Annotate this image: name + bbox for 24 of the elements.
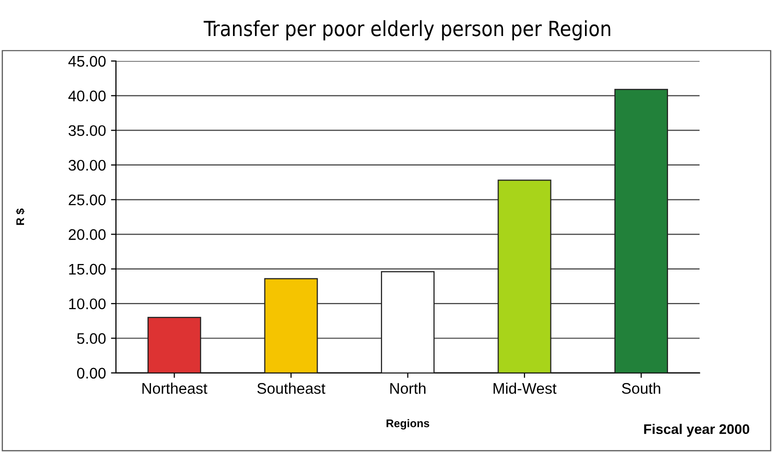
y-tick-label: 5.00 <box>77 333 106 344</box>
x-tick-label: South <box>622 382 660 394</box>
y-tick-label: 15.00 <box>69 264 106 275</box>
y-tick-label: 0.00 <box>77 368 106 379</box>
y-tick-label: 10.00 <box>69 298 106 310</box>
bar <box>264 278 318 373</box>
x-tick-label: Southeast <box>257 382 326 394</box>
y-tick-label: 40.00 <box>68 90 106 102</box>
x-tick-label: Mid-West <box>494 382 556 394</box>
y-tick-label: 30.00 <box>68 160 106 171</box>
y-tick-label: 20.00 <box>68 229 106 240</box>
text: Fiscal year 2000 <box>644 424 750 437</box>
x-tick-label: North <box>390 382 426 394</box>
x-tick-label: Northeast <box>142 382 208 394</box>
chart-title: Transfer per poor elderly person per Region <box>204 20 610 40</box>
y-tick-label: 45.00 <box>68 56 106 67</box>
bar <box>147 316 202 373</box>
y-axis-title: R $ <box>16 208 25 225</box>
x-axis-title: Regions <box>386 419 430 430</box>
bar <box>498 180 552 373</box>
bar <box>380 271 435 373</box>
y-tick-label: 25.00 <box>68 194 106 206</box>
y-tick-label: 35.00 <box>68 125 106 136</box>
bar <box>614 88 668 373</box>
